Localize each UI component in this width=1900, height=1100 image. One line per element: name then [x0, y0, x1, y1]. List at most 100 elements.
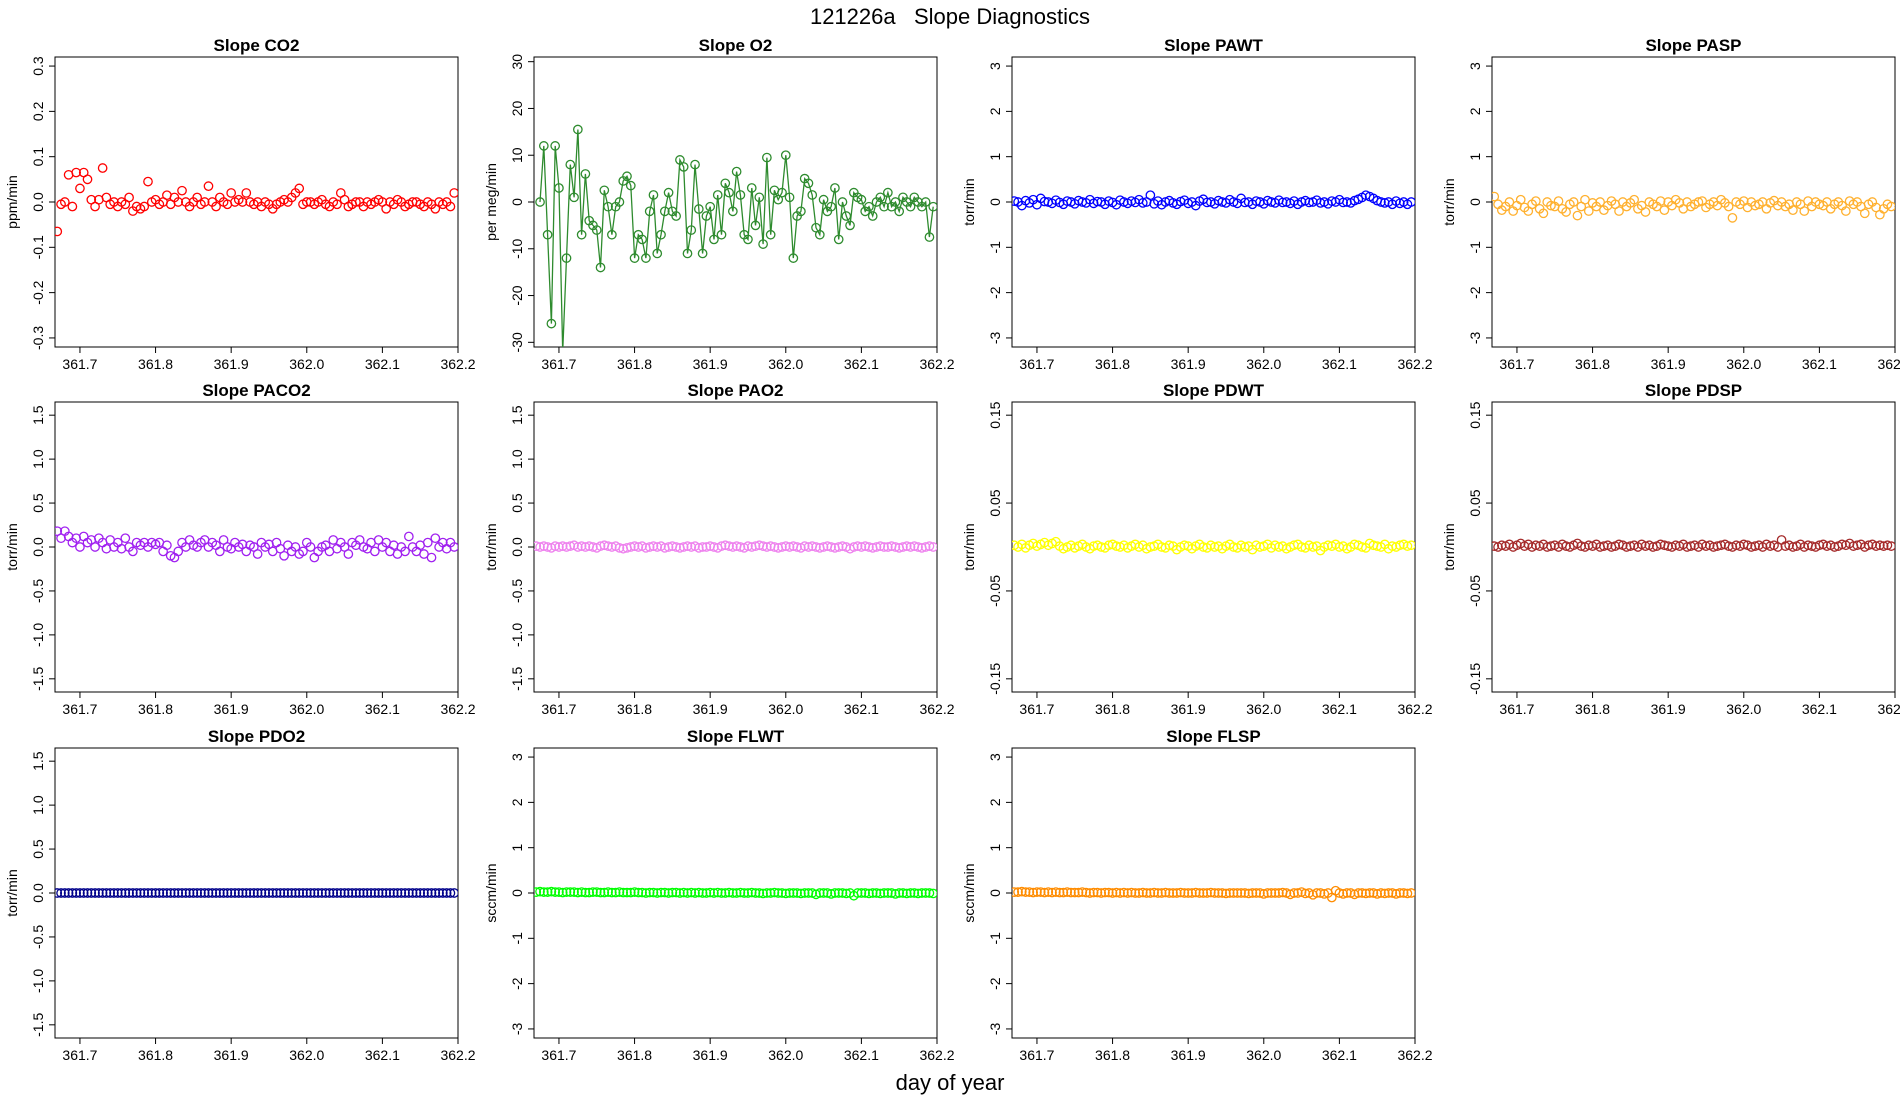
data-point	[607, 887, 617, 898]
series-line	[539, 129, 934, 347]
x-tick-label: 362.1	[1802, 701, 1837, 717]
data-point	[1012, 887, 1020, 897]
y-tick-label: 0.15	[1467, 401, 1483, 428]
data-point	[618, 887, 629, 898]
data-point	[607, 542, 617, 552]
data-point	[762, 888, 772, 898]
data-point	[404, 888, 414, 898]
data-point	[120, 533, 131, 544]
data-point	[1814, 540, 1825, 551]
data-point	[351, 888, 361, 898]
data-point	[837, 888, 848, 898]
data-point	[682, 541, 693, 551]
data-point	[1561, 207, 1571, 217]
data-point	[1141, 888, 1152, 898]
data-point	[1145, 190, 1156, 201]
data-point	[1051, 887, 1061, 897]
data-point	[569, 887, 579, 897]
data-point	[177, 888, 187, 898]
data-point	[644, 542, 655, 552]
data-point	[871, 542, 882, 552]
x-tick-label: 362.2	[1397, 356, 1432, 372]
x-tick-label: 361.8	[617, 356, 652, 372]
data-point	[71, 888, 82, 898]
data-point	[780, 150, 791, 161]
data-point	[671, 211, 681, 221]
x-tick-label: 362.1	[365, 701, 400, 717]
data-point	[1081, 887, 1091, 898]
data-series-slope-paco2	[55, 526, 458, 563]
y-axis-label: torr/min	[4, 869, 20, 916]
data-point	[656, 229, 666, 240]
data-point	[561, 346, 565, 347]
data-point	[826, 542, 836, 552]
data-point	[901, 541, 912, 551]
data-point	[1583, 540, 1594, 551]
data-point	[901, 888, 912, 899]
data-point	[430, 888, 441, 898]
panel-title: Slope PDSP	[1645, 381, 1742, 400]
data-point	[249, 888, 259, 898]
data-point	[743, 234, 753, 245]
data-point	[580, 169, 591, 179]
data-point	[1130, 888, 1141, 898]
y-axis-label: sccm/min	[961, 863, 977, 922]
data-point	[1096, 888, 1107, 898]
x-tick-label: 362.0	[768, 1047, 803, 1063]
data-point	[256, 888, 267, 898]
data-point	[803, 178, 814, 189]
data-point	[826, 201, 836, 212]
data-point	[675, 888, 685, 898]
y-tick-label: -1.5	[30, 1013, 46, 1037]
data-point	[1395, 888, 1405, 898]
data-point	[546, 886, 557, 897]
y-tick-label: 2	[987, 107, 1003, 115]
data-point	[890, 889, 901, 899]
data-point	[1213, 888, 1224, 898]
data-point	[614, 887, 625, 897]
data-point	[279, 550, 289, 561]
data-point	[162, 540, 172, 551]
data-point	[554, 887, 564, 897]
data-point	[1315, 198, 1326, 208]
data-point	[1232, 888, 1243, 898]
data-point	[837, 197, 848, 207]
data-point	[705, 201, 716, 212]
data-point	[1686, 541, 1696, 551]
data-point	[1379, 888, 1390, 899]
data-point	[648, 541, 659, 551]
data-point	[252, 549, 263, 559]
data-point	[120, 888, 131, 898]
data-point	[233, 888, 244, 898]
data-point	[1886, 541, 1895, 551]
data-point	[1013, 887, 1023, 897]
data-point	[90, 542, 100, 552]
y-tick-label: -2	[987, 977, 1003, 990]
data-point	[1614, 206, 1624, 216]
panel-title: Slope O2	[699, 36, 773, 55]
data-point	[637, 887, 647, 898]
data-point	[561, 887, 572, 897]
data-point	[788, 253, 799, 263]
data-point	[898, 542, 908, 552]
data-point	[55, 888, 63, 898]
data-point	[86, 888, 97, 898]
data-point	[788, 888, 799, 898]
data-point	[633, 887, 644, 898]
data-point	[879, 542, 889, 552]
data-point	[75, 183, 85, 194]
data-point	[264, 888, 274, 898]
panel-slope-pdwt: Slope PDWT torr/min -0.15 -0.05 0.05 0.15 361.…	[961, 381, 1433, 717]
data-point	[1292, 888, 1303, 898]
x-tick-label: 362.0	[1726, 356, 1761, 372]
x-tick-label: 362.1	[365, 356, 400, 372]
data-point	[701, 542, 712, 552]
data-point	[697, 248, 708, 259]
data-point	[1395, 540, 1405, 551]
data-point	[1659, 205, 1670, 216]
data-point	[731, 888, 742, 898]
data-point	[1111, 541, 1122, 551]
data-point	[139, 888, 150, 898]
data-point	[1871, 202, 1881, 213]
x-tick-label: 362.2	[440, 356, 475, 372]
